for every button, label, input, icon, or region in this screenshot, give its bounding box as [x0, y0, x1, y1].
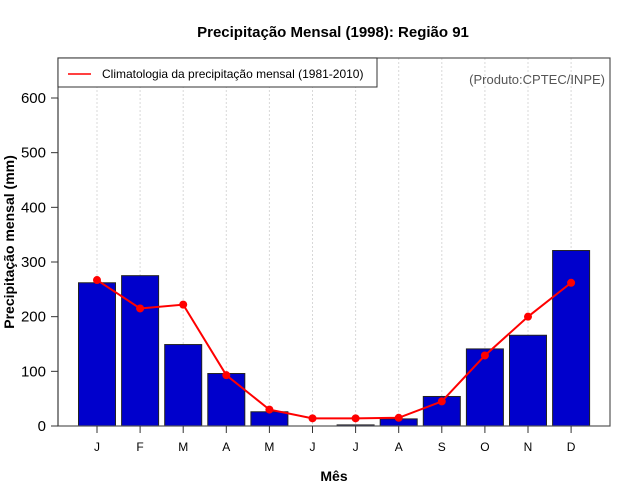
x-axis-label: Mês [320, 468, 347, 484]
chart-title: Precipitação Mensal (1998): Região 91 [197, 24, 469, 41]
y-tick-label: 500 [21, 145, 46, 162]
bar-1 [121, 275, 160, 427]
y-tick-label: 100 [21, 363, 46, 380]
legend-box [57, 57, 378, 88]
climatology-point-3 [222, 371, 231, 380]
climatology-point-0 [93, 276, 101, 285]
legend: Climatologia da precipitação mensal (198… [57, 57, 378, 88]
x-tick-label: J [310, 440, 316, 454]
grid-lines [96, 58, 572, 426]
climatology-point-6 [351, 414, 360, 423]
y-tick-label: 300 [21, 254, 46, 271]
climatology-point-9 [480, 351, 489, 360]
climatology-polyline [96, 279, 572, 420]
climatology-point-8 [437, 397, 446, 406]
bar-11 [552, 250, 591, 427]
bar-4 [250, 411, 289, 427]
climatology-point-2 [179, 300, 188, 309]
bars [78, 250, 591, 427]
y-tick-label: 200 [21, 309, 46, 326]
climatology-point-10 [524, 312, 532, 321]
x-tick-label: D [567, 440, 576, 454]
climatology-point-11 [567, 278, 576, 287]
y-tick-label: 400 [21, 199, 46, 216]
x-tick-label: S [438, 440, 446, 454]
x-tick-label: M [178, 440, 188, 454]
x-tick-label: F [136, 440, 143, 454]
x-tick-label: A [395, 440, 403, 454]
bar-3 [207, 373, 246, 427]
x-tick-label: A [222, 440, 230, 454]
climatology-point-7 [394, 413, 403, 422]
bar-9 [465, 348, 504, 427]
y-axis-label: Precipitação mensal (mm) [1, 155, 17, 329]
legend-entry: Climatologia da precipitação mensal (198… [102, 67, 363, 81]
source-credit: (Produto:CPTEC/INPE) [469, 72, 605, 87]
y-axis: 0 100 200 300 400 500 600 [21, 90, 59, 435]
y-tick-label: 0 [38, 418, 46, 435]
x-tick-label: M [264, 440, 274, 454]
climatology-point-4 [265, 405, 274, 414]
climatology-point-5 [308, 414, 317, 423]
x-tick-label: O [480, 440, 489, 454]
bar-10 [509, 334, 547, 427]
bar-2 [164, 344, 203, 427]
y-tick-label: 600 [21, 90, 46, 107]
x-tick-label: J [94, 440, 100, 454]
x-tick-label: N [524, 440, 533, 454]
climatology-point-1 [136, 304, 145, 313]
climatology-line [93, 276, 576, 423]
x-tick-label: J [353, 440, 359, 454]
bar-0 [78, 282, 116, 427]
